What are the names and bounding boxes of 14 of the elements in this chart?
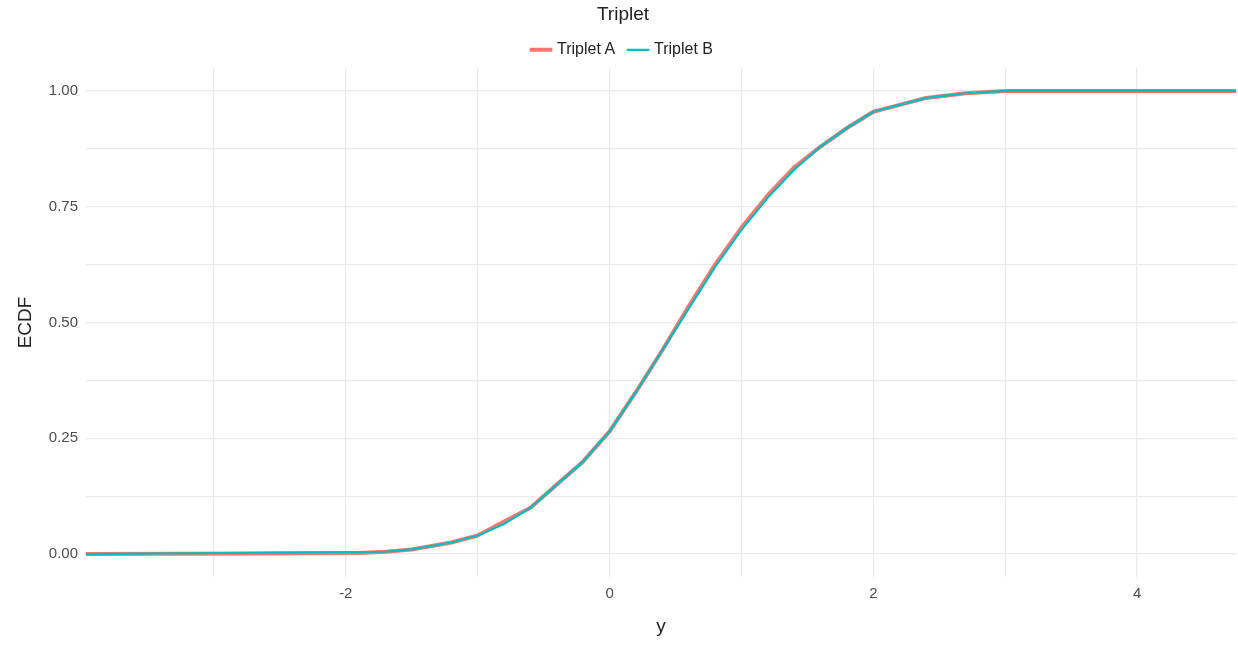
y-tick-label: 0.00	[48, 544, 78, 562]
x-axis-title: y	[656, 614, 667, 636]
x-tick-label: 2	[869, 584, 878, 602]
legend-label: Triplet B	[654, 40, 713, 58]
x-tick-label: -2	[339, 584, 353, 602]
y-tick-label: 1.00	[48, 81, 78, 99]
legend-title: Triplet	[596, 2, 650, 24]
y-tick-label: 0.50	[48, 312, 78, 330]
y-tick-label: 0.75	[48, 196, 78, 214]
legend-label: Triplet A	[557, 40, 616, 58]
x-tick-label: 0	[605, 584, 614, 602]
y-axis-title: ECDF	[13, 296, 35, 349]
y-tick-label: 0.25	[48, 428, 78, 446]
x-tick-label: 4	[1132, 584, 1142, 602]
